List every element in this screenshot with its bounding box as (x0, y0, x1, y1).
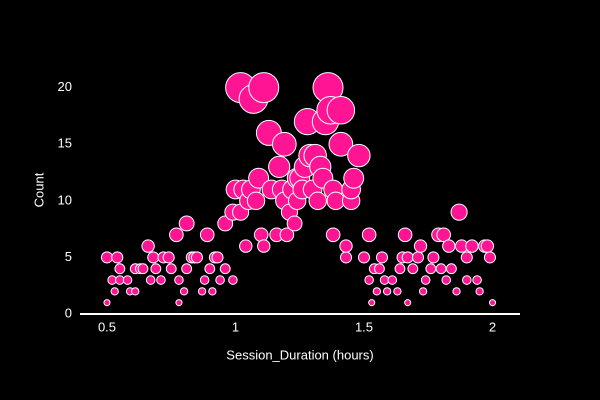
bubble (279, 227, 295, 243)
bubble (308, 191, 327, 211)
bubble (211, 251, 224, 264)
bubble (435, 263, 447, 275)
bubble (420, 275, 431, 285)
bubble (445, 263, 457, 275)
bubble (190, 251, 203, 264)
bubble (441, 275, 452, 285)
bubble (472, 275, 482, 285)
bubble (407, 263, 419, 275)
bubble (239, 239, 253, 253)
bubble (442, 239, 456, 253)
x-axis-label: Session_Duration (hours) (226, 347, 373, 362)
bubble (141, 239, 155, 253)
bubble (372, 287, 382, 296)
bubble (483, 251, 496, 264)
bubble (427, 251, 440, 264)
bubble (343, 167, 365, 189)
bubble (215, 275, 225, 285)
bubble (114, 263, 126, 275)
bubble (199, 227, 215, 243)
bubble (339, 239, 353, 253)
bubble (219, 263, 231, 275)
bubble (394, 263, 406, 275)
bubble (253, 227, 269, 243)
y-tick-label: 5 (65, 249, 72, 264)
bubble (199, 275, 210, 285)
bubble (150, 263, 162, 275)
bubble (387, 275, 398, 285)
y-tick-label: 20 (58, 79, 72, 94)
bubble (404, 299, 412, 307)
y-axis-label: Count (31, 172, 46, 207)
bubble (436, 227, 451, 243)
bubble (364, 275, 374, 285)
bubble (328, 131, 354, 157)
bubble (413, 239, 428, 253)
y-tick-label: 10 (58, 192, 72, 207)
bubble (460, 251, 473, 264)
bubble (162, 251, 175, 264)
bubble (100, 251, 114, 264)
bubble (418, 287, 428, 296)
bubble (361, 227, 377, 243)
bubble (465, 239, 479, 253)
bubble (271, 131, 297, 157)
bubble (325, 227, 341, 243)
bubble (347, 143, 371, 168)
bubble (257, 239, 271, 253)
bubble (248, 72, 280, 104)
bubble (462, 275, 472, 285)
bubble (179, 287, 189, 296)
bubble (339, 251, 353, 264)
bubble (450, 203, 468, 221)
bubble (174, 275, 184, 285)
bubble (178, 215, 195, 232)
x-tick-label: 1 (232, 319, 239, 334)
bubble (326, 191, 345, 211)
bubble (204, 263, 216, 275)
bubble (181, 263, 193, 275)
bubble (208, 287, 217, 296)
bubble (228, 275, 238, 285)
bubble (248, 167, 270, 189)
bubble (111, 251, 124, 264)
bubble (175, 299, 183, 307)
x-tick-label: 1.5 (355, 319, 373, 334)
bubble (452, 287, 461, 296)
bubble (375, 251, 389, 264)
bubble (131, 287, 140, 296)
x-tick-label: 2 (489, 319, 496, 334)
bubble (165, 263, 177, 275)
bubble (475, 287, 484, 296)
bubble (137, 263, 149, 275)
bubble (425, 263, 437, 275)
bubble (397, 227, 413, 243)
bubble (373, 263, 385, 275)
bubble (326, 96, 356, 125)
bubble (401, 251, 414, 264)
bubble (382, 287, 392, 296)
bubble (357, 251, 371, 264)
y-tick-label: 15 (58, 136, 72, 151)
bubble (110, 287, 119, 296)
bubble (169, 227, 184, 243)
bubble (145, 275, 156, 285)
bubble (147, 251, 160, 264)
bubble (488, 299, 497, 307)
bubble (411, 251, 425, 264)
bubble (246, 191, 266, 211)
bubble (103, 299, 111, 307)
x-tick-label: 0.5 (98, 319, 116, 334)
bubble (393, 287, 402, 296)
bubble (122, 275, 133, 285)
bubble (156, 275, 166, 285)
bubble (368, 299, 376, 307)
bubble (217, 215, 234, 232)
y-tick-label: 0 (65, 305, 72, 320)
bubble (268, 155, 291, 178)
bubble (286, 215, 303, 232)
bubble (197, 287, 207, 296)
bubble (480, 239, 495, 253)
